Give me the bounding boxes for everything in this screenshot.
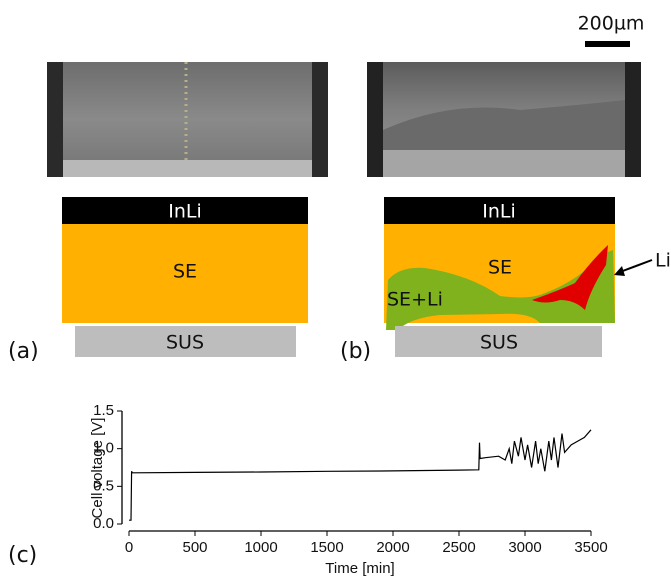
x-tick-label: 1500 xyxy=(310,539,343,556)
arrow xyxy=(620,260,652,272)
layer-label: SE xyxy=(488,257,512,279)
micrograph-a xyxy=(47,62,328,177)
scale-label: 200µm xyxy=(578,13,645,35)
y-tick-label: 0.5 xyxy=(93,477,114,494)
layer-label: InLi xyxy=(168,201,202,223)
x-tick-label: 2500 xyxy=(442,539,475,556)
layer-label: SE xyxy=(173,261,197,283)
region-label: SE+Li xyxy=(387,289,443,311)
x-tick-label: 3500 xyxy=(574,539,607,556)
voltage-line xyxy=(129,430,591,520)
annotation: Li xyxy=(655,250,671,272)
y-tick-label: 1.0 xyxy=(93,440,114,457)
layer-label: InLi xyxy=(482,201,516,223)
x-tick-label: 1000 xyxy=(244,539,277,556)
x-tick-label: 0 xyxy=(125,539,133,556)
figure: 200µm InLi SE SUS (a) InLi SE SE+Li Li S… xyxy=(0,0,671,579)
x-tick-label: 500 xyxy=(182,539,207,556)
x-tick-label: 3000 xyxy=(508,539,541,556)
plot: 0.0 0.5 1.0 1.5 0 500 1000 1500 2000 2500 3000 3500 xyxy=(93,402,608,556)
layer-label: SUS xyxy=(166,332,204,354)
y-tick-label: 0.0 xyxy=(93,515,114,532)
arrow-head xyxy=(614,266,625,276)
y-axis-title: Cell voltage [V] xyxy=(89,418,106,519)
panel-label: (b) xyxy=(340,339,371,364)
panel-label: (c) xyxy=(8,543,37,568)
x-axis-title: Time [min] xyxy=(325,560,394,577)
micrograph-b xyxy=(367,62,641,177)
y-tick-label: 1.5 xyxy=(93,402,114,419)
x-tick-label: 2000 xyxy=(376,539,409,556)
layer-label: SUS xyxy=(480,332,518,354)
panel-label: (a) xyxy=(8,339,39,364)
